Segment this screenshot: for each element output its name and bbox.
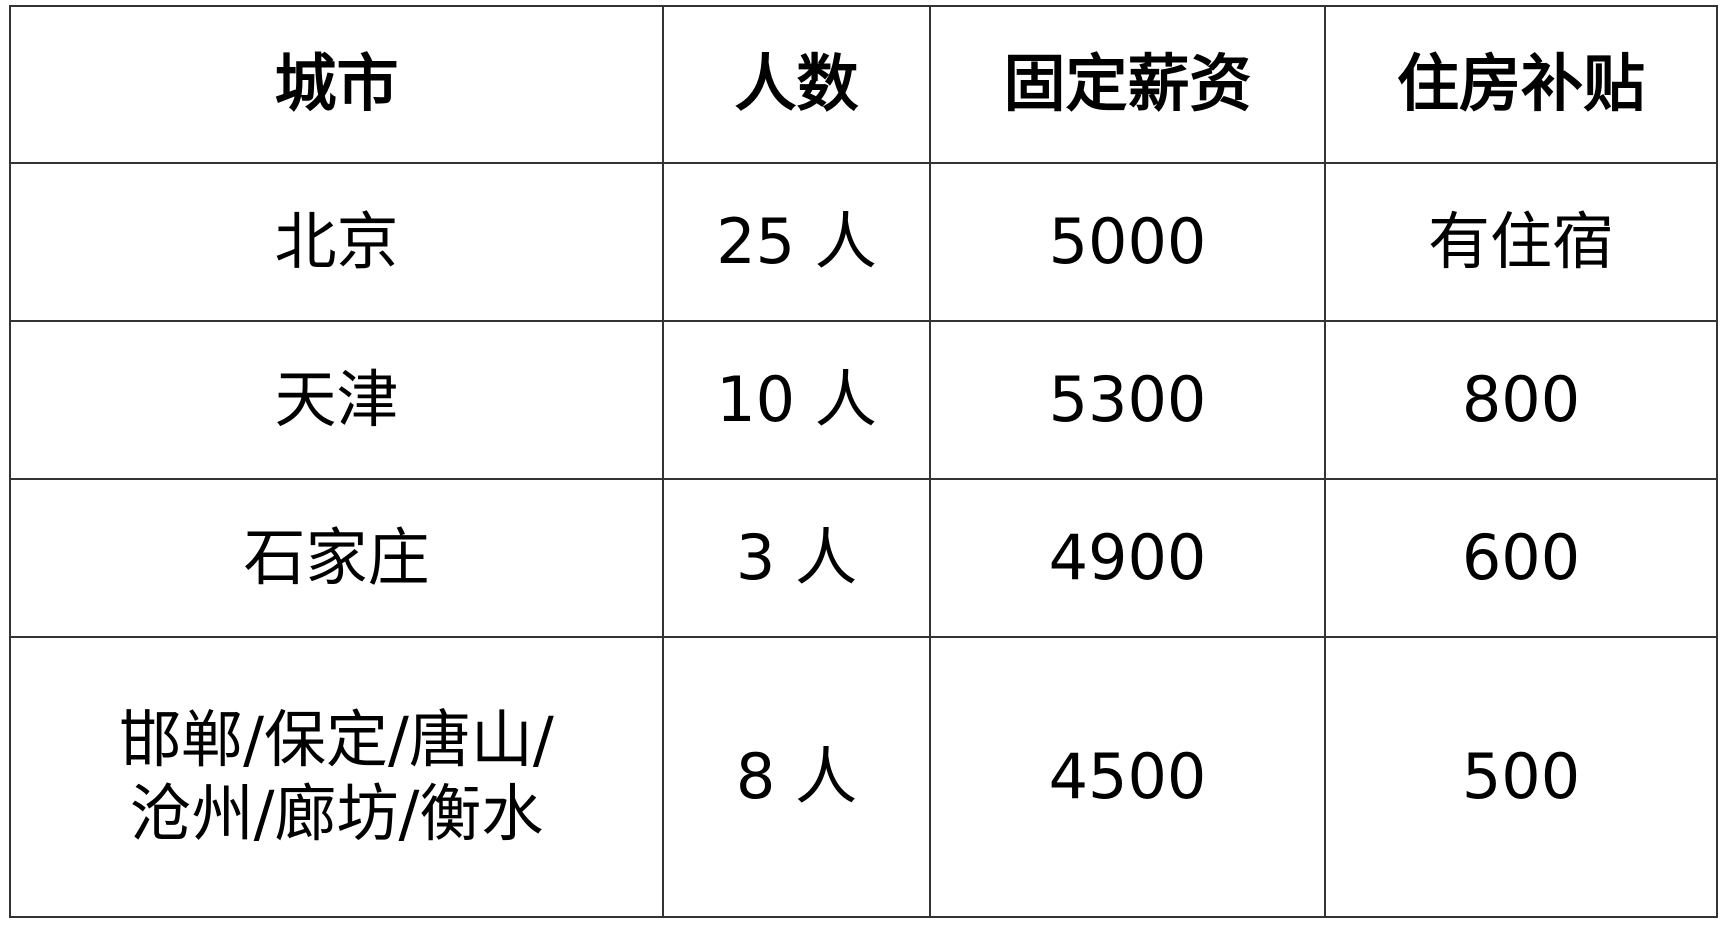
cell-fixed-salary: 4500 (929, 636, 1326, 918)
header-housing-allowance: 住房补贴 (1324, 5, 1718, 164)
header-row: 城市 人数 固定薪资 住房补贴 (9, 5, 1718, 164)
cell-fixed-salary: 5000 (929, 162, 1326, 322)
table-row: 北京 25 人 5000 有住宿 (9, 162, 1718, 322)
cell-city: 石家庄 (9, 478, 664, 638)
cell-housing-allowance: 500 (1324, 636, 1718, 918)
table-row: 天津 10 人 5300 800 (9, 320, 1718, 480)
cell-headcount: 10 人 (662, 320, 931, 480)
header-headcount: 人数 (662, 5, 931, 164)
cell-housing-allowance: 有住宿 (1324, 162, 1718, 322)
cell-headcount: 8 人 (662, 636, 931, 918)
header-city: 城市 (9, 5, 664, 164)
table-row: 石家庄 3 人 4900 600 (9, 478, 1718, 638)
cell-headcount: 3 人 (662, 478, 931, 638)
cell-housing-allowance: 800 (1324, 320, 1718, 480)
cell-headcount: 25 人 (662, 162, 931, 322)
cell-fixed-salary: 5300 (929, 320, 1326, 480)
header-fixed-salary: 固定薪资 (929, 5, 1326, 164)
cell-city: 邯郸/保定/唐山/ 沧州/廊坊/衡水 (9, 636, 664, 918)
salary-table: 城市 人数 固定薪资 住房补贴 北京 25 人 5000 有住宿 天津 10 人… (9, 5, 1718, 918)
cell-city: 天津 (9, 320, 664, 480)
cell-fixed-salary: 4900 (929, 478, 1326, 638)
cell-housing-allowance: 600 (1324, 478, 1718, 638)
table-row: 邯郸/保定/唐山/ 沧州/廊坊/衡水 8 人 4500 500 (9, 636, 1718, 918)
cell-city: 北京 (9, 162, 664, 322)
